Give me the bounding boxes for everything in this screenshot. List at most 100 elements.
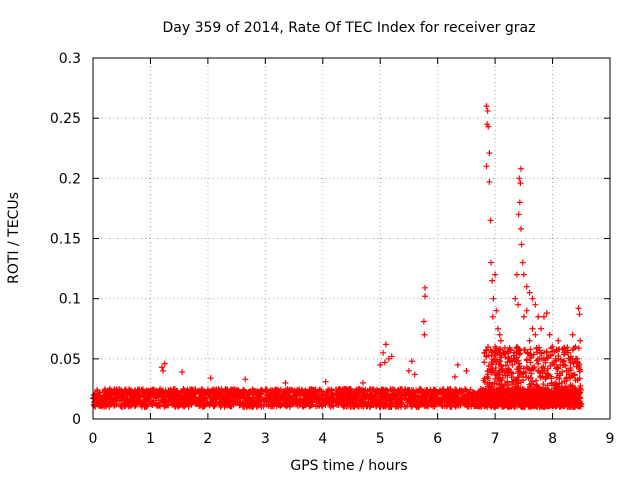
data-point bbox=[138, 403, 145, 410]
data-point bbox=[551, 361, 558, 368]
data-points bbox=[90, 103, 585, 410]
data-point bbox=[117, 394, 124, 401]
data-point bbox=[330, 397, 337, 404]
data-point bbox=[441, 393, 448, 400]
data-point bbox=[552, 355, 559, 362]
data-point bbox=[532, 331, 539, 338]
data-point bbox=[553, 381, 560, 388]
data-point bbox=[577, 382, 584, 389]
data-point bbox=[264, 397, 271, 404]
data-point bbox=[504, 382, 511, 389]
data-point bbox=[487, 217, 494, 224]
data-point bbox=[348, 387, 355, 394]
data-point bbox=[235, 393, 242, 400]
x-axis-label: GPS time / hours bbox=[290, 458, 407, 474]
data-point bbox=[513, 344, 520, 351]
data-point bbox=[109, 398, 116, 405]
data-point bbox=[170, 391, 177, 398]
data-point bbox=[465, 403, 472, 410]
data-point bbox=[483, 163, 490, 170]
data-point bbox=[498, 398, 505, 405]
data-point bbox=[520, 377, 527, 384]
axis-ticks: 0 1 2 3 4 5 6 7 8 9 0 0.05 0.1 0.15 0.2 0.25 0.3 bbox=[50, 51, 615, 447]
data-point bbox=[95, 393, 102, 400]
data-point bbox=[535, 360, 542, 367]
data-point bbox=[188, 400, 195, 407]
data-point bbox=[94, 386, 101, 393]
y-tick-label: 0 bbox=[72, 412, 81, 428]
data-point bbox=[315, 388, 322, 395]
data-point bbox=[294, 388, 301, 395]
data-point bbox=[492, 364, 499, 371]
data-point bbox=[99, 403, 106, 410]
data-point bbox=[219, 392, 226, 399]
data-point bbox=[369, 393, 376, 400]
data-point bbox=[308, 401, 315, 408]
data-point bbox=[267, 387, 274, 394]
data-point bbox=[520, 271, 527, 278]
data-point bbox=[535, 313, 542, 320]
data-point bbox=[420, 401, 427, 408]
data-point bbox=[408, 403, 415, 410]
data-point bbox=[429, 397, 436, 404]
data-point bbox=[192, 394, 199, 401]
data-point bbox=[516, 365, 523, 372]
data-point bbox=[150, 392, 157, 399]
data-point bbox=[256, 390, 263, 397]
data-point bbox=[185, 399, 192, 406]
data-point bbox=[402, 391, 409, 398]
data-point bbox=[528, 403, 535, 410]
data-point bbox=[230, 399, 237, 406]
data-point bbox=[127, 401, 134, 408]
data-point bbox=[341, 391, 348, 398]
data-point bbox=[141, 389, 148, 396]
data-point bbox=[480, 377, 487, 384]
data-point bbox=[249, 399, 256, 406]
data-point bbox=[486, 178, 493, 185]
data-point bbox=[516, 351, 523, 358]
data-point bbox=[520, 313, 527, 320]
data-point bbox=[462, 386, 469, 393]
data-point bbox=[292, 393, 299, 400]
data-point bbox=[283, 385, 290, 392]
data-point bbox=[371, 392, 378, 399]
data-point bbox=[543, 370, 550, 377]
data-point bbox=[492, 401, 499, 408]
data-point bbox=[484, 107, 491, 114]
data-point bbox=[575, 345, 582, 352]
data-point bbox=[497, 361, 504, 368]
data-point bbox=[380, 349, 387, 356]
data-point bbox=[543, 387, 550, 394]
data-point bbox=[538, 388, 545, 395]
data-point bbox=[527, 359, 534, 366]
data-point bbox=[490, 295, 497, 302]
data-point bbox=[421, 331, 428, 338]
data-point bbox=[353, 387, 360, 394]
data-point bbox=[133, 392, 140, 399]
data-point bbox=[367, 401, 374, 408]
data-point bbox=[99, 397, 106, 404]
data-point bbox=[518, 241, 525, 248]
data-point bbox=[574, 359, 581, 366]
data-point bbox=[316, 400, 323, 407]
data-point bbox=[563, 375, 570, 382]
x-tick-label: 5 bbox=[376, 431, 385, 447]
data-point bbox=[227, 386, 234, 393]
data-point bbox=[428, 391, 435, 398]
data-point bbox=[236, 399, 243, 406]
data-point bbox=[140, 390, 147, 397]
data-point bbox=[297, 399, 304, 406]
data-point bbox=[460, 396, 467, 403]
data-point bbox=[546, 398, 553, 405]
x-tick-label: 0 bbox=[89, 431, 98, 447]
data-point bbox=[199, 390, 206, 397]
data-point bbox=[110, 389, 117, 396]
data-point bbox=[553, 402, 560, 409]
data-point bbox=[542, 376, 549, 383]
data-point bbox=[532, 301, 539, 308]
data-point bbox=[487, 346, 494, 353]
data-point bbox=[98, 394, 105, 401]
data-point bbox=[544, 365, 551, 372]
data-point bbox=[511, 398, 518, 405]
data-point bbox=[446, 396, 453, 403]
